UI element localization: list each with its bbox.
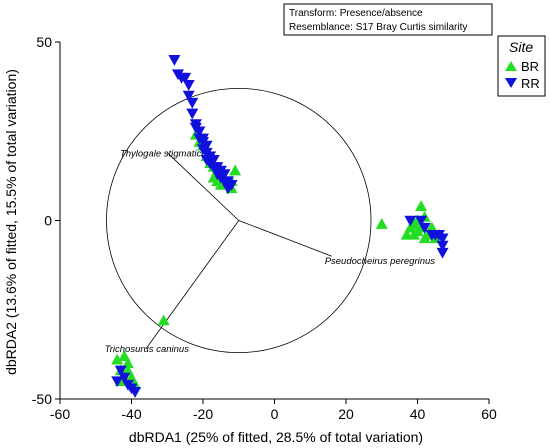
br-point [207,171,220,183]
rr-point [418,222,431,234]
y-tick-label: 50 [36,34,52,50]
rr-point [436,233,449,245]
y-tick-label: 0 [44,213,52,229]
rr-point [111,376,124,388]
info-transform: Transform: Presence/absence [289,8,423,19]
legend-br-marker [505,61,517,71]
rr-point [436,240,449,252]
vector-line [166,152,240,221]
rr-point [200,155,213,166]
x-tick-label: 60 [481,406,497,422]
br-point [125,371,138,383]
x-tick-label: 0 [271,406,279,422]
x-tick-label: 40 [410,406,426,422]
br-point [415,200,428,212]
vector-label: Thylogale stigmatica [120,149,207,160]
y-axis-title: dbRDA2 (13.6% of fitted, 15.5% of total … [3,69,19,375]
rr-point [129,387,142,398]
rr-point [168,55,181,66]
correlation-circle-layer [106,88,372,353]
rr-point [186,97,199,109]
correlation-circle [106,88,372,353]
vector-line [145,220,240,350]
rr-point [189,122,202,134]
legend-rr-label: RR [521,76,540,91]
points-layer [111,55,449,398]
rr-point [415,215,428,227]
axes: -60 -40 -20 0 20 40 60 50 0 -50 [32,34,497,422]
vector-layer: Thylogale stigmatica Pseudocheirus peregr… [105,149,436,355]
x-tick-label: 20 [338,406,354,422]
rr-point [225,180,238,191]
rr-point [179,72,192,84]
br-point [229,164,242,176]
rr-point [118,372,131,384]
x-tick-label: -40 [121,406,141,422]
br-point [121,357,134,369]
vector-label: Pseudocheirus peregrinus [325,256,436,267]
x-tick-label: -20 [193,406,213,422]
br-point [118,350,131,361]
legend: Site BR RR [497,35,546,97]
y-tick-label: -50 [32,391,52,407]
legend-title: Site [509,39,533,55]
legend-br-label: BR [521,59,539,74]
vector-label: Trichosurus caninus [105,344,190,355]
rr-point [404,215,417,227]
br-point [157,314,170,326]
info-box: Transform: Presence/absence Resemblance:… [283,3,493,36]
rr-point [436,247,449,259]
rr-point [182,90,195,102]
legend-rr-marker [505,78,517,88]
x-tick-label: -60 [50,406,70,422]
info-resemblance: Resemblance: S17 Bray Curtis similarity [289,22,467,33]
br-point [111,353,124,365]
br-point [375,218,388,229]
br-point [425,221,438,233]
br-point [121,364,134,376]
rr-point [182,80,195,91]
rr-point [218,169,231,181]
rr-point [114,365,127,377]
x-axis-title: dbRDA1 (25% of fitted, 28.5% of total va… [129,429,423,445]
rr-point [197,137,209,148]
rr-point [186,108,199,120]
vector-line [238,220,332,257]
